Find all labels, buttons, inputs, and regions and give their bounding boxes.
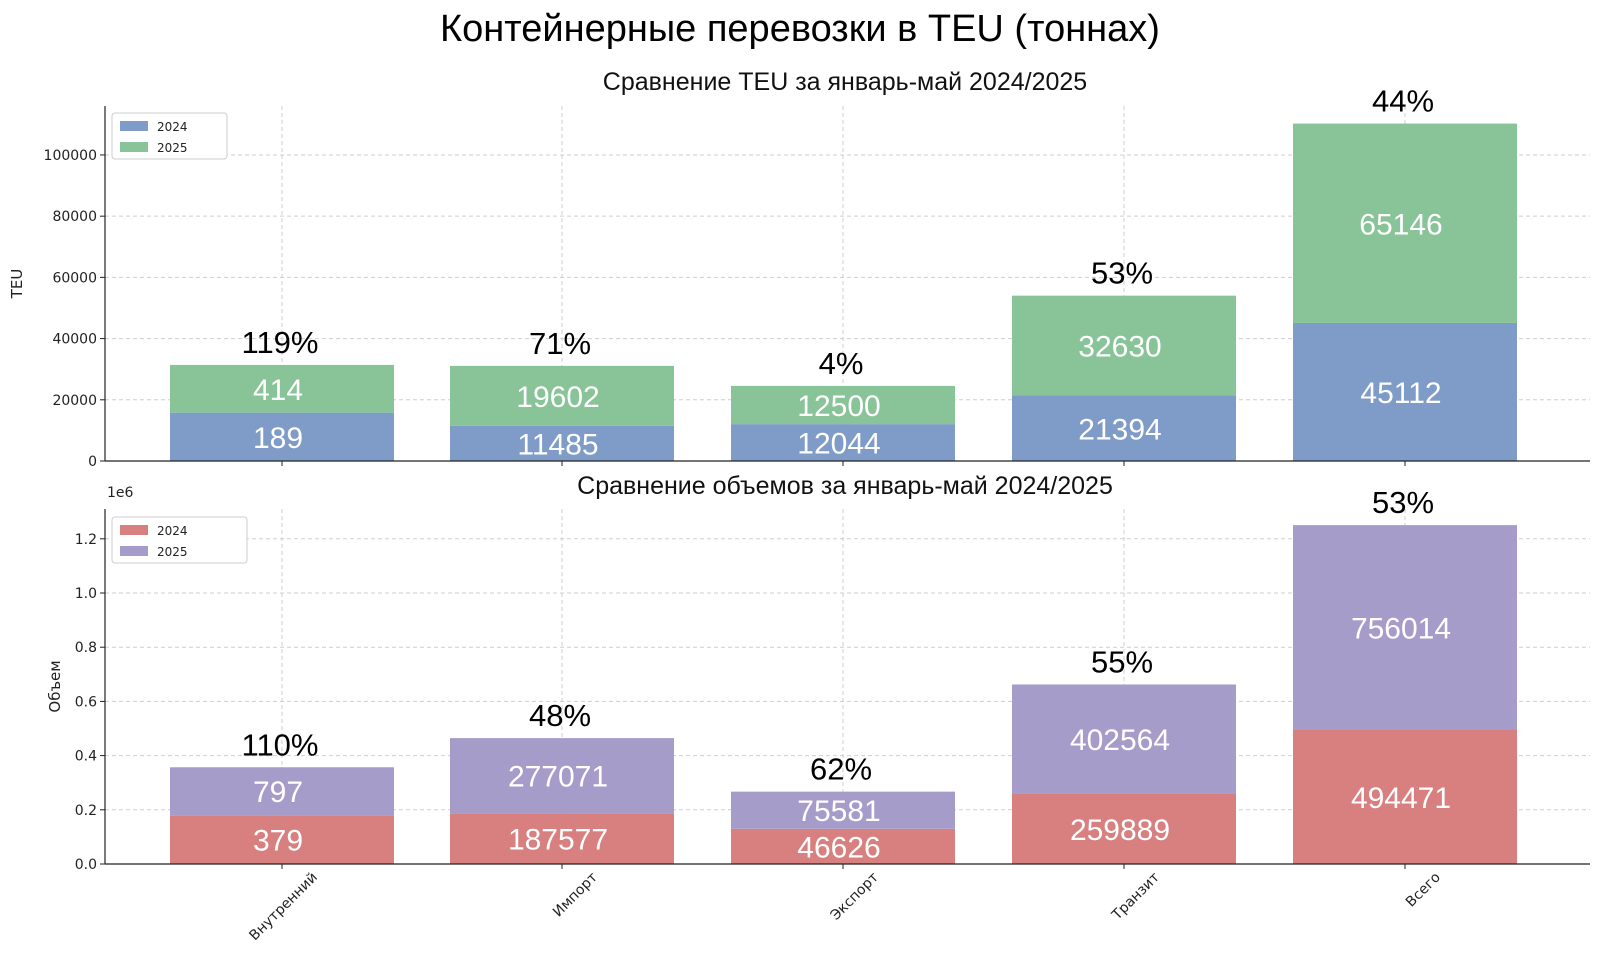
teu-legend-swatch [120,121,148,131]
teu-ytick-label: 40000 [52,332,97,348]
teu-percent-label: 71% [529,326,591,361]
volume-bar-2024 [450,813,674,864]
teu-ytick-label: 100000 [44,148,97,164]
page-title: Контейнерные перевозки в TEU (тоннах) [440,8,1160,50]
teu-bar-2024 [1012,395,1236,461]
volume-bar-2025 [1293,525,1517,731]
teu-percent-label: 119% [242,325,319,360]
volume-ytick-label: 0.6 [75,694,97,710]
volume-value-label-2025: 756014 [1351,613,1451,646]
volume-bar-2025 [1012,684,1236,794]
teu-y-axis-title: TEU [8,269,26,300]
category-label: Внутренний [246,870,320,944]
teu-bar-2025 [450,365,674,426]
teu-chart-title: Сравнение TEU за январь-май 2024/2025 [602,68,1088,96]
teu-value-label-2024: 189 [253,422,303,455]
volume-bar-2025 [731,791,955,829]
volume-bar-2025 [170,767,394,816]
volume-legend-swatch [120,525,148,535]
volume-legend-label: 2025 [157,545,188,559]
volume-legend-label: 2024 [157,524,188,538]
category-label: Транзит [1108,870,1162,924]
volume-value-label-2025: 277071 [508,761,608,794]
volume-chart-title: Сравнение объемов за январь-май 2024/202… [577,472,1113,500]
teu-value-label-2024: 11485 [517,428,598,461]
category-label: Всего [1403,870,1444,911]
teu-bar-2024 [731,424,955,461]
volume-ytick-label: 1.2 [75,532,97,548]
teu-value-label-2024: 21394 [1078,413,1161,446]
volume-bar-2025 [450,738,674,814]
volume-value-label-2025: 75581 [797,795,880,828]
teu-bar-2025 [731,385,955,425]
volume-percent-label: 48% [529,698,591,733]
teu-legend-swatch [120,142,148,152]
volume-ytick-label: 0.4 [75,749,97,765]
teu-legend-label: 2024 [157,120,188,134]
teu-bar-2024 [1293,322,1517,461]
volume-bar-2024 [1012,793,1236,864]
volume-bar-2024 [1293,730,1517,864]
volume-axis-offset: 1e6 [107,485,134,501]
teu-percent-label: 53% [1091,256,1153,291]
volume-value-label-2024: 259889 [1070,814,1170,847]
volume-bar-2024 [170,815,394,864]
volume-y-axis-title: Объем [46,660,64,712]
teu-bar-2025 [170,364,394,413]
teu-value-label-2025: 12500 [797,390,880,423]
teu-value-label-2025: 65146 [1359,208,1442,241]
teu-bar-2025 [1012,295,1236,396]
teu-percent-label: 44% [1372,84,1434,119]
volume-ytick-label: 1.0 [75,586,97,602]
volume-value-label-2024: 379 [253,825,303,858]
volume-ytick-label: 0.8 [75,640,97,656]
teu-value-label-2025: 19602 [516,381,599,414]
volume-legend-swatch [120,546,148,556]
teu-ytick-label: 0 [88,454,97,470]
teu-legend-label: 2025 [157,141,188,155]
teu-value-label-2025: 32630 [1078,331,1161,364]
volume-value-label-2024: 494471 [1351,782,1451,815]
volume-percent-label: 53% [1372,485,1434,520]
category-label: Импорт [550,870,601,921]
teu-bar-2024 [170,412,394,461]
category-label: Экспорт [828,870,882,924]
teu-ytick-label: 20000 [52,393,97,409]
volume-percent-label: 55% [1091,644,1153,679]
teu-ytick-label: 60000 [52,270,97,286]
volume-ytick-label: 0.0 [75,857,97,873]
volume-bar-2024 [731,828,955,864]
teu-percent-label: 4% [819,346,864,381]
volume-value-label-2025: 402564 [1070,724,1170,757]
teu-value-label-2025: 414 [253,374,303,407]
volume-percent-label: 110% [242,727,319,762]
volume-value-label-2024: 187577 [508,824,608,857]
volume-percent-label: 62% [810,752,872,787]
teu-value-label-2024: 45112 [1360,377,1441,410]
volume-value-label-2025: 797 [253,776,303,809]
volume-value-label-2024: 46626 [797,831,880,864]
teu-bar-2025 [1293,123,1517,323]
teu-value-label-2024: 12044 [797,428,880,461]
volume-ytick-label: 0.2 [75,803,97,819]
teu-bar-2024 [450,425,674,461]
teu-ytick-label: 80000 [52,209,97,225]
